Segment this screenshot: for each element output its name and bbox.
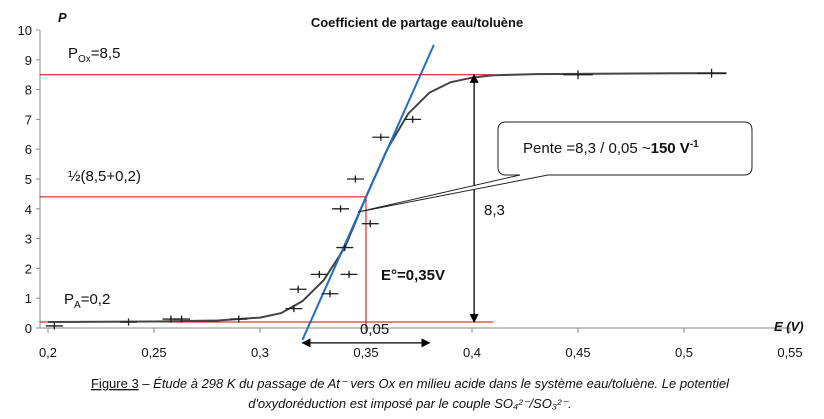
x-tick-label: 0,35 <box>353 345 378 360</box>
plot-area: 0 1 2 3 4 5 6 7 8 9 10 0,2 0,25 0,3 0,35 0,4 0,45 0,5 0,55 <box>18 23 803 360</box>
tangent-line <box>301 44 435 341</box>
annotation: ½(8,5+0,2) <box>68 168 141 185</box>
y-tick-label: 9 <box>25 53 32 68</box>
caption: Figure 3 – Étude à 298 K du passage de A… <box>91 376 730 391</box>
data-point <box>318 273 321 276</box>
x-tick-label: 0,3 <box>251 345 269 360</box>
annotation-base: P <box>64 291 74 308</box>
data-point <box>354 177 357 181</box>
x-tick-label: 0,4 <box>463 345 481 360</box>
data-point <box>369 222 372 225</box>
data-point <box>411 118 414 121</box>
data-point <box>339 207 342 210</box>
data-point <box>347 273 351 276</box>
y-tick-label: 2 <box>25 261 32 276</box>
data-point <box>237 317 240 321</box>
y-tick-label: 5 <box>25 172 32 187</box>
y-tick-label: 1 <box>25 291 32 306</box>
fit-curve <box>47 72 727 324</box>
annotation: E°=0,35V <box>381 267 445 284</box>
annotation: Pente =8,3 / 0,05 ~150 V-1 <box>523 139 699 157</box>
data-point <box>343 246 346 249</box>
annotation-text: =8,5 <box>91 45 121 62</box>
callout <box>357 121 753 213</box>
y-tick-label: 3 <box>25 232 32 247</box>
y-axis-label: P <box>58 10 67 25</box>
data-point <box>379 136 383 139</box>
y-tick-label: 8 <box>25 83 32 98</box>
caption-line: – Étude à 298 K du passage de At⁻ vers O… <box>141 376 730 391</box>
annotation-sup: -1 <box>690 139 699 150</box>
x-axis-label: E (V) <box>774 319 804 334</box>
caption-label: Figure 3 <box>91 376 139 391</box>
chart-title: Coefficient de partage eau/toluène <box>311 15 523 30</box>
data-point <box>710 72 713 75</box>
annotation: 8,3 <box>484 202 505 219</box>
data-point <box>292 307 296 310</box>
annotation: 0,05 <box>360 321 389 338</box>
data-point <box>576 73 580 76</box>
x-tick-label: 0,2 <box>39 345 57 360</box>
x-tick-label: 0,25 <box>141 345 166 360</box>
annotation-sub: A <box>74 300 81 311</box>
y-tick-label: 10 <box>18 23 32 38</box>
x-tick-label: 0,55 <box>777 345 802 360</box>
annotation-base: P <box>68 45 78 62</box>
y-tick-label: 0 <box>25 321 32 336</box>
annotation: PA=0,2 <box>64 291 110 311</box>
x-tick-label: 0,45 <box>565 345 590 360</box>
annotation: POx=8,5 <box>68 45 120 65</box>
caption: d'oxydoréduction est imposé par le coupl… <box>248 396 572 411</box>
y-tick-label: 4 <box>25 202 32 217</box>
y-tick-label: 6 <box>25 142 32 157</box>
data-point <box>53 324 56 328</box>
y-tick-label: 7 <box>25 112 32 127</box>
data-point <box>169 317 173 321</box>
data-point <box>328 292 332 295</box>
data-point <box>180 317 183 321</box>
data-point <box>296 288 300 291</box>
x-tick-label: 0,5 <box>675 345 693 360</box>
annotation-text: =0,2 <box>81 291 111 308</box>
annotation-text: Pente =8,3 / 0,05 ~ <box>523 140 651 157</box>
annotation-sub: Ox <box>78 54 91 65</box>
annotation-bold: 150 V <box>651 140 690 157</box>
data-point <box>127 320 130 324</box>
